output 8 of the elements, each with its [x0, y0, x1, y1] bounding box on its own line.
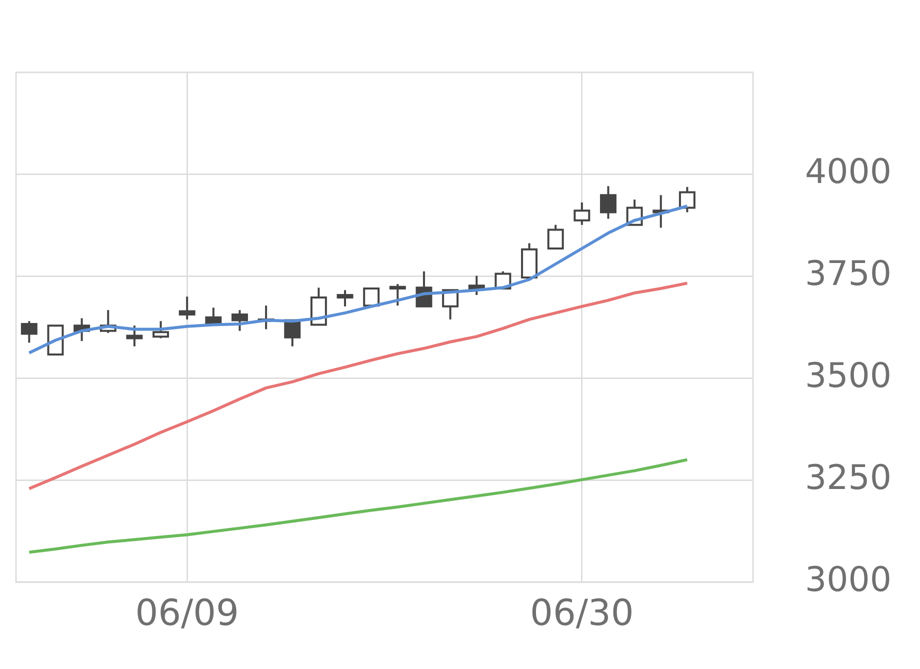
y-tick-label: 4000 [805, 152, 892, 192]
x-tick-label: 06/30 [530, 592, 634, 634]
candlestick [363, 287, 380, 307]
y-tick-label: 3000 [805, 560, 892, 600]
y-tick-label: 3500 [805, 356, 892, 396]
x-tick-label: 06/09 [135, 592, 239, 634]
y-tick-label: 3750 [805, 254, 892, 294]
y-tick-label: 3250 [805, 458, 892, 498]
